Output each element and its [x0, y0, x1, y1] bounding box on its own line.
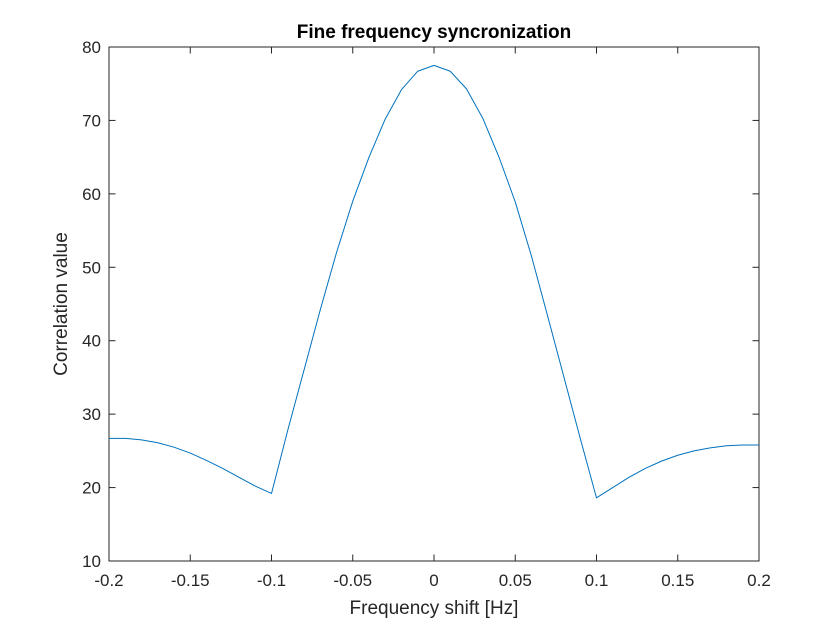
y-tick-label: 50 — [82, 258, 101, 277]
x-tick-label: 0.15 — [661, 571, 694, 590]
x-tick-label: -0.15 — [171, 571, 210, 590]
y-tick-label: 40 — [82, 332, 101, 351]
x-tick-label: 0.05 — [499, 571, 532, 590]
series-line — [109, 64, 759, 499]
chart-title: Fine frequency syncronization — [297, 22, 572, 43]
x-tick-label: -0.2 — [94, 571, 123, 590]
plot-area — [108, 46, 760, 562]
y-axis-label: Correlation value — [51, 232, 72, 376]
x-tick-label: -0.05 — [333, 571, 372, 590]
x-tick-label: 0 — [429, 571, 438, 590]
tick-labels-layer: -0.2 -0.15 -0.1 -0.05 0 0.05 0.1 0.15 0.2 10 20 30 4… — [82, 38, 771, 590]
ticks-layer — [108, 46, 760, 562]
x-tick-label: 0.1 — [585, 571, 609, 590]
y-tick-label: 60 — [82, 185, 101, 204]
y-tick-label: 70 — [82, 111, 101, 130]
series-layer — [109, 64, 759, 499]
y-tick-label: 80 — [82, 38, 101, 57]
y-tick-label: 20 — [82, 479, 101, 498]
y-tick-label: 30 — [82, 405, 101, 424]
x-tick-label: -0.1 — [257, 571, 286, 590]
y-tick-label: 10 — [82, 552, 101, 571]
x-axis-label: Frequency shift [Hz] — [350, 598, 519, 619]
x-tick-label: 0.2 — [747, 571, 771, 590]
